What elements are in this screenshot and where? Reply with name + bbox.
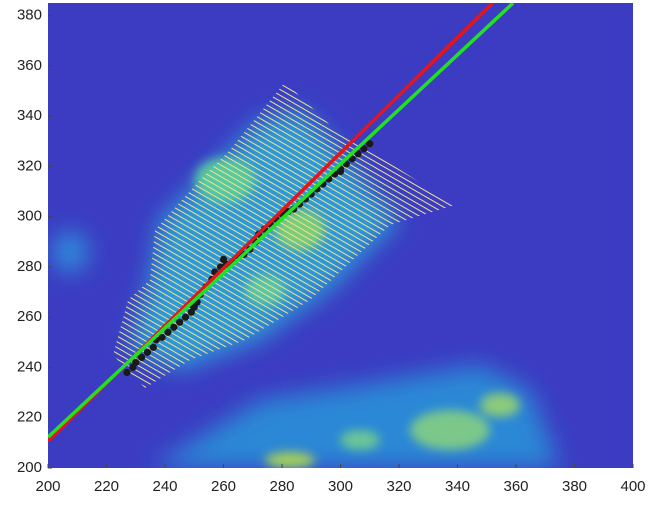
point (150, 344, 157, 351)
x-tick-label: 340 (445, 478, 470, 495)
x-tick-label: 320 (386, 478, 411, 495)
y-tick-label: 220 (17, 409, 42, 426)
page: 200 220 240 260 280 300 320 340 360 380 400 200 220 2… (0, 0, 651, 509)
y-tick-label: 380 (17, 7, 42, 24)
y-tick-label: 360 (17, 57, 42, 74)
y-tick-label: 340 (17, 107, 42, 124)
point (123, 369, 130, 376)
point (170, 324, 177, 331)
x-tick-label: 220 (94, 478, 119, 495)
y-tick-label: 280 (17, 258, 42, 275)
y-tick-label: 240 (17, 358, 42, 375)
x-tick-label: 280 (269, 478, 294, 495)
y-tick-label: 300 (17, 208, 42, 225)
y-tick-label: 260 (17, 308, 42, 325)
point (182, 314, 189, 321)
x-tick-label: 400 (620, 478, 645, 495)
point (337, 168, 344, 175)
point (220, 256, 227, 263)
x-tick-label: 380 (562, 478, 587, 495)
x-tick-label: 360 (503, 478, 528, 495)
point (144, 349, 151, 356)
heatmap (48, 3, 633, 468)
point (176, 319, 183, 326)
x-tick-label: 260 (211, 478, 236, 495)
x-tick-label: 200 (35, 478, 60, 495)
x-tick-label: 300 (328, 478, 353, 495)
y-tick-label: 320 (17, 157, 42, 174)
point (138, 354, 145, 361)
chart: 200 220 240 260 280 300 320 340 360 380 400 200 220 2… (0, 0, 651, 504)
y-tick-label: 200 (17, 459, 42, 476)
x-tick-label: 240 (152, 478, 177, 495)
